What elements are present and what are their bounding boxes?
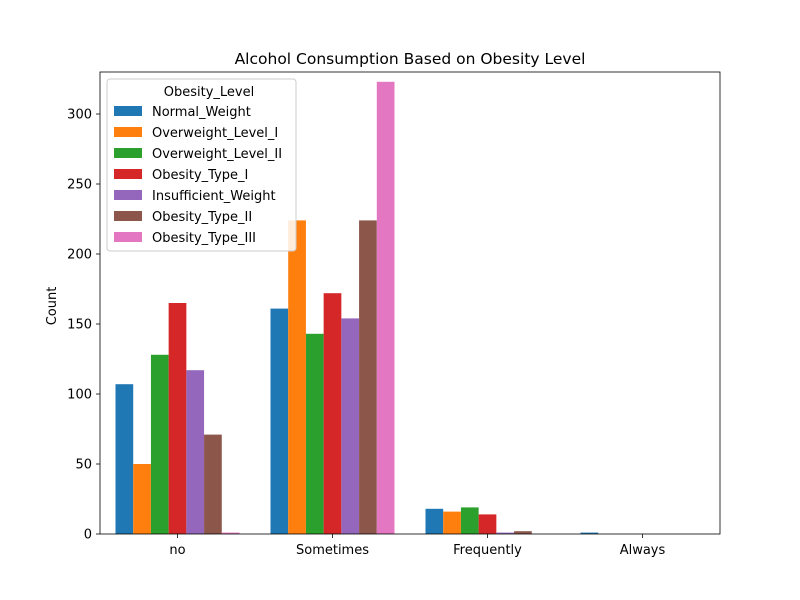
bar-Obesity_Type_III-no [221, 532, 240, 534]
bar-Overweight_Level_I-no [133, 464, 151, 534]
x-tick-label: Always [620, 543, 666, 558]
y-tick-label: 250 [67, 178, 92, 193]
bar-Insufficient_Weight-Sometimes [341, 318, 360, 534]
y-tick-label: 100 [67, 388, 92, 403]
y-tick-label: 50 [75, 458, 92, 473]
legend-box [106, 78, 297, 252]
chart-title: Alcohol Consumption Based on Obesity Lev… [235, 50, 586, 68]
bar-Insufficient_Weight-Frequently [496, 532, 515, 534]
legend-item-label: Overweight_Level_II [152, 147, 282, 162]
y-tick-label: 200 [67, 248, 92, 263]
bar-Obesity_Type_II-no [204, 434, 222, 534]
legend-swatch [114, 232, 142, 242]
legend-item-label: Obesity_Type_II [152, 210, 252, 225]
y-tick-label: 150 [67, 318, 92, 333]
y-axis-label: Count [45, 287, 60, 326]
legend-swatch [114, 148, 142, 158]
bar-Normal_Weight-Sometimes [270, 308, 289, 534]
bar-Obesity_Type_I-no [168, 303, 187, 534]
bar-Overweight_Level_I-Frequently [443, 511, 461, 534]
y-tick-label: 0 [84, 528, 92, 543]
legend-item-label: Obesity_Type_III [152, 231, 256, 246]
bar-Overweight_Level_I-Sometimes [288, 220, 306, 534]
bar-Obesity_Type_II-Sometimes [359, 220, 377, 534]
bar-Normal_Weight-Frequently [425, 508, 444, 534]
axes-frame [99, 71, 721, 535]
legend-item-label: Obesity_Type_I [152, 168, 248, 183]
x-tick-label: no [169, 543, 185, 558]
bar-Overweight_Level_II-Frequently [460, 507, 479, 534]
bar-Overweight_Level_II-Sometimes [305, 333, 324, 534]
bar-Obesity_Type_II-Frequently [514, 531, 532, 534]
bar-Normal_Weight-Always [580, 532, 599, 534]
legend-swatch [114, 169, 142, 179]
bar-Normal_Weight-no [115, 384, 134, 534]
legend-swatch [114, 127, 142, 137]
plot-area: 0 50 100 150 200 250 300 no Sometimes Frequently A… [67, 71, 721, 558]
bar-Obesity_Type_I-Frequently [478, 514, 497, 534]
y-tick-label: 300 [67, 108, 92, 123]
x-tick-label: Sometimes [296, 543, 369, 558]
bar-Insufficient_Weight-no [186, 370, 205, 534]
bar-Obesity_Type_III-Sometimes [376, 81, 395, 535]
legend-title: Obesity_Level [164, 85, 254, 100]
bar-Overweight_Level_II-no [150, 354, 169, 534]
x-tick-label: Frequently [453, 543, 522, 558]
legend-item-label: Overweight_Level_I [152, 126, 278, 141]
legend: Obesity_Level Normal_Weight Overweight_Le… [106, 78, 297, 252]
legend-swatch [114, 106, 142, 116]
legend-swatch [114, 190, 142, 200]
legend-swatch [114, 211, 142, 221]
legend-item-label: Normal_Weight [152, 105, 251, 120]
bar-Obesity_Type_I-Sometimes [323, 293, 342, 534]
legend-item-label: Insufficient_Weight [152, 189, 276, 204]
